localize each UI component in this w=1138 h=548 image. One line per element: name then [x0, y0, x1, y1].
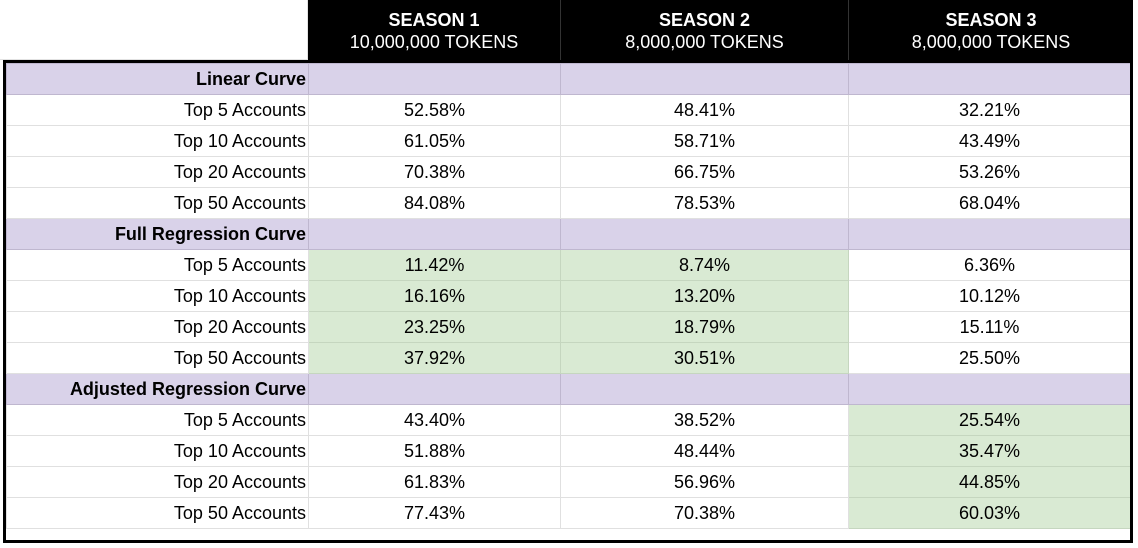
row-label[interactable]: Top 5 Accounts — [6, 404, 309, 436]
value-cell[interactable]: 37.92% — [308, 342, 561, 374]
value-cell[interactable]: 35.47% — [848, 435, 1131, 467]
value-cell[interactable]: 8.74% — [560, 249, 849, 281]
value-cell[interactable]: 60.03% — [848, 497, 1131, 529]
section-header-row: Full Regression Curve — [6, 218, 1131, 250]
table-row: Top 20 Accounts 61.83% 56.96% 44.85% — [6, 466, 1131, 498]
value-cell[interactable]: 6.36% — [848, 249, 1131, 281]
value-cell[interactable]: 44.85% — [848, 466, 1131, 498]
value-cell[interactable]: 58.71% — [560, 125, 849, 157]
row-label[interactable]: Top 20 Accounts — [6, 466, 309, 498]
cell[interactable] — [308, 373, 561, 405]
row-label[interactable]: Top 50 Accounts — [6, 187, 309, 219]
column-header-season-2: SEASON 2 8,000,000 TOKENS — [560, 0, 848, 60]
corner-cell — [0, 0, 308, 60]
value-cell[interactable]: 15.11% — [848, 311, 1131, 343]
value-cell[interactable]: 70.38% — [308, 156, 561, 188]
table-row: Top 5 Accounts 43.40% 38.52% 25.54% — [6, 404, 1131, 436]
value-cell[interactable]: 48.41% — [560, 94, 849, 126]
row-label[interactable]: Top 10 Accounts — [6, 280, 309, 312]
value-cell[interactable]: 84.08% — [308, 187, 561, 219]
value-cell[interactable]: 25.54% — [848, 404, 1131, 436]
value-cell[interactable]: 43.49% — [848, 125, 1131, 157]
row-label[interactable]: Top 20 Accounts — [6, 156, 309, 188]
table-outline — [3, 60, 1133, 543]
table-row: Top 50 Accounts 77.43% 70.38% 60.03% — [6, 497, 1131, 529]
row-label[interactable]: Top 20 Accounts — [6, 311, 309, 343]
row-label[interactable]: Top 10 Accounts — [6, 125, 309, 157]
value-cell[interactable]: 18.79% — [560, 311, 849, 343]
row-label[interactable]: Top 5 Accounts — [6, 249, 309, 281]
value-cell[interactable]: 30.51% — [560, 342, 849, 374]
table-row: Top 20 Accounts 23.25% 18.79% 15.11% — [6, 311, 1131, 343]
column-title: SEASON 2 — [658, 10, 751, 30]
value-cell[interactable]: 70.38% — [560, 497, 849, 529]
section-title[interactable]: Adjusted Regression Curve — [6, 373, 309, 405]
value-cell[interactable]: 77.43% — [308, 497, 561, 529]
value-cell[interactable]: 48.44% — [560, 435, 849, 467]
column-subtitle: 8,000,000 TOKENS — [625, 32, 784, 52]
section-title[interactable]: Linear Curve — [6, 63, 309, 95]
value-cell[interactable]: 68.04% — [848, 187, 1131, 219]
row-label[interactable]: Top 50 Accounts — [6, 342, 309, 374]
results-table: Linear Curve Top 5 Accounts 52.58% 48.41% 32… — [6, 63, 1131, 529]
row-label[interactable]: Top 5 Accounts — [6, 94, 309, 126]
table-row: Top 20 Accounts 70.38% 66.75% 53.26% — [6, 156, 1131, 188]
column-header-season-1: SEASON 1 10,000,000 TOKENS — [308, 0, 560, 60]
section-header-row: Adjusted Regression Curve — [6, 373, 1131, 405]
row-label[interactable]: Top 50 Accounts — [6, 497, 309, 529]
value-cell[interactable]: 23.25% — [308, 311, 561, 343]
table-row: Top 50 Accounts 84.08% 78.53% 68.04% — [6, 187, 1131, 219]
cell[interactable] — [848, 63, 1131, 95]
value-cell[interactable]: 32.21% — [848, 94, 1131, 126]
value-cell[interactable]: 13.20% — [560, 280, 849, 312]
table-row: Top 10 Accounts 51.88% 48.44% 35.47% — [6, 435, 1131, 467]
cell[interactable] — [308, 218, 561, 250]
section-header-row: Linear Curve — [6, 63, 1131, 95]
row-label[interactable]: Top 10 Accounts — [6, 435, 309, 467]
cell[interactable] — [560, 373, 849, 405]
column-title: SEASON 1 — [388, 10, 480, 30]
column-title: SEASON 3 — [945, 10, 1037, 30]
table-row: Top 10 Accounts 16.16% 13.20% 10.12% — [6, 280, 1131, 312]
column-header-season-3: SEASON 3 8,000,000 TOKENS — [848, 0, 1133, 60]
column-subtitle: 8,000,000 TOKENS — [911, 32, 1071, 52]
column-subtitle: 10,000,000 TOKENS — [349, 32, 519, 52]
value-cell[interactable]: 11.42% — [308, 249, 561, 281]
value-cell[interactable]: 10.12% — [848, 280, 1131, 312]
value-cell[interactable]: 38.52% — [560, 404, 849, 436]
section-title[interactable]: Full Regression Curve — [6, 218, 309, 250]
table-row: Top 5 Accounts 11.42% 8.74% 6.36% — [6, 249, 1131, 281]
table-row: Top 10 Accounts 61.05% 58.71% 43.49% — [6, 125, 1131, 157]
